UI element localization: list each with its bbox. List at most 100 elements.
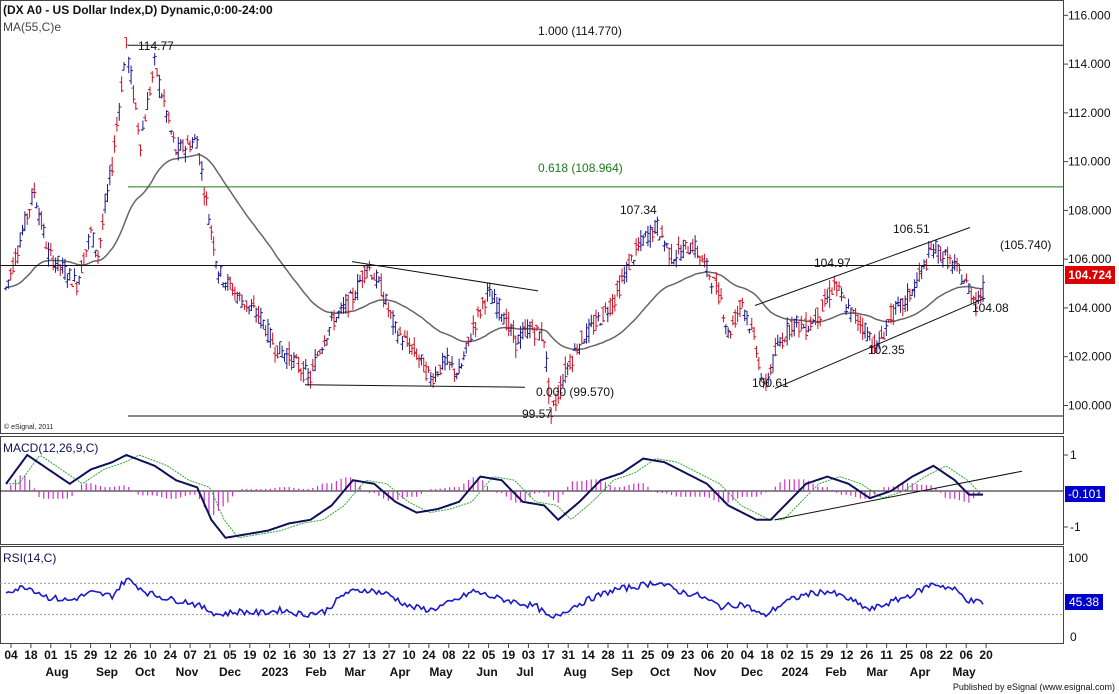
ohlc-bar xyxy=(327,327,332,336)
ohlc-bar xyxy=(830,287,834,295)
ohlc-bar xyxy=(407,337,412,355)
ohlc-bar xyxy=(690,238,695,253)
ohlc-bar xyxy=(452,368,457,382)
x-tick-label: 25 xyxy=(641,648,655,662)
ohlc-bar xyxy=(405,330,410,347)
ohlc-bar xyxy=(339,302,344,314)
ohlc-bar xyxy=(700,254,705,263)
ohlc-bar xyxy=(77,275,82,285)
ohlc-bar xyxy=(119,76,124,93)
ohlc-bar xyxy=(25,213,30,225)
ohlc-bar xyxy=(70,283,75,288)
ohlc-bar xyxy=(634,238,639,256)
ohlc-bar xyxy=(638,230,643,252)
price-tick-label: 100.000 xyxy=(1068,398,1112,412)
ohlc-bar xyxy=(678,244,683,262)
ohlc-bar xyxy=(131,85,136,103)
ohlc-bar xyxy=(107,165,112,186)
ohlc-bar xyxy=(605,306,610,323)
ohlc-bar xyxy=(768,364,773,376)
ohlc-bar xyxy=(893,300,898,315)
x-tick-label: 19 xyxy=(243,648,257,662)
x-tick-label: 15 xyxy=(800,648,814,662)
ohlc-bar xyxy=(251,295,256,309)
ohlc-bar xyxy=(542,340,547,349)
ohlc-bar xyxy=(834,281,839,297)
ohlc-bar xyxy=(619,268,624,283)
ohlc-bar xyxy=(785,317,790,346)
ohlc-bar xyxy=(468,333,473,343)
x-tick-label: 24 xyxy=(422,648,436,662)
ohlc-bar xyxy=(20,224,25,236)
ohlc-bar xyxy=(669,243,674,265)
ohlc-bar xyxy=(310,358,315,372)
ohlc-bar xyxy=(844,304,849,315)
x-tick-label: 12 xyxy=(840,648,854,662)
channel-upper-line xyxy=(754,227,971,306)
fib-100-label: 1.000 (114.770) xyxy=(538,24,622,38)
ohlc-bar xyxy=(504,308,509,331)
ohlc-bar xyxy=(145,91,150,110)
x-tick-label: 17 xyxy=(542,648,556,662)
ohlc-bar xyxy=(676,236,681,255)
ohlc-bar xyxy=(13,248,18,266)
x-month-label: Apr xyxy=(910,665,931,679)
ohlc-bar xyxy=(313,349,318,372)
x-month-label: May xyxy=(429,665,453,679)
chart-title: (DX A0 - US Dollar Index,D) Dynamic,0:00… xyxy=(3,3,273,17)
copyright-text: © eSignal, 2011 xyxy=(4,423,54,431)
ohlc-bar xyxy=(586,318,591,343)
ohlc-bar xyxy=(124,36,129,49)
ohlc-bar xyxy=(100,213,105,231)
price-tick-label: 106.000 xyxy=(1068,252,1112,266)
ohlc-bar xyxy=(749,317,754,330)
ohlc-bar xyxy=(855,314,860,331)
label-107-34: 107.34 xyxy=(620,203,657,217)
ohlc-bar xyxy=(447,361,452,371)
ohlc-bar xyxy=(903,295,908,312)
ohlc-bar xyxy=(813,308,818,326)
ohlc-bar xyxy=(88,226,93,234)
ohlc-bar xyxy=(499,313,504,323)
x-month-label: Sep xyxy=(611,665,633,679)
ohlc-bar xyxy=(811,318,816,324)
ohlc-bar xyxy=(268,327,273,348)
resistance-label: (105.740) xyxy=(1000,238,1051,252)
ohlc-bar xyxy=(525,319,530,339)
ohlc-bar xyxy=(907,288,912,302)
ohlc-bar xyxy=(860,317,865,341)
ohlc-bar xyxy=(839,287,844,302)
x-tick-label: 04 xyxy=(741,648,755,662)
ohlc-bar xyxy=(308,370,313,389)
label-104-08: 104.08 xyxy=(972,301,1009,315)
ohlc-bar xyxy=(457,358,462,375)
price-tick-label: 108.000 xyxy=(1068,203,1112,217)
x-tick-label: 08 xyxy=(442,648,456,662)
ohlc-bar xyxy=(433,366,438,383)
ohlc-bar xyxy=(707,274,712,281)
ohlc-bar xyxy=(645,225,650,247)
ohlc-bar xyxy=(216,271,221,284)
ohlc-bar xyxy=(301,360,306,383)
ohlc-bar xyxy=(648,224,653,248)
ohlc-bar xyxy=(320,347,325,354)
ohlc-bar xyxy=(584,323,589,344)
ohlc-bar xyxy=(520,321,525,340)
ohlc-bar xyxy=(419,354,424,366)
x-month-label: 2024 xyxy=(782,665,809,679)
ohlc-bar xyxy=(544,351,549,373)
ohlc-bar xyxy=(393,320,398,334)
ohlc-bar xyxy=(46,242,51,267)
rsi-last-box xyxy=(1065,594,1103,610)
ohlc-bar xyxy=(884,319,889,337)
x-tick-label: 06 xyxy=(701,648,715,662)
ohlc-bar xyxy=(877,331,882,350)
ohlc-bar xyxy=(603,302,608,313)
x-month-label: Jun xyxy=(476,665,497,679)
ohlc-bar xyxy=(348,290,353,294)
ohlc-bar xyxy=(478,309,483,319)
macd-tick-neg1: -1 xyxy=(1070,520,1081,534)
ohlc-bar xyxy=(513,335,518,359)
ohlc-bar xyxy=(551,400,556,407)
x-month-label: Feb xyxy=(305,665,326,679)
